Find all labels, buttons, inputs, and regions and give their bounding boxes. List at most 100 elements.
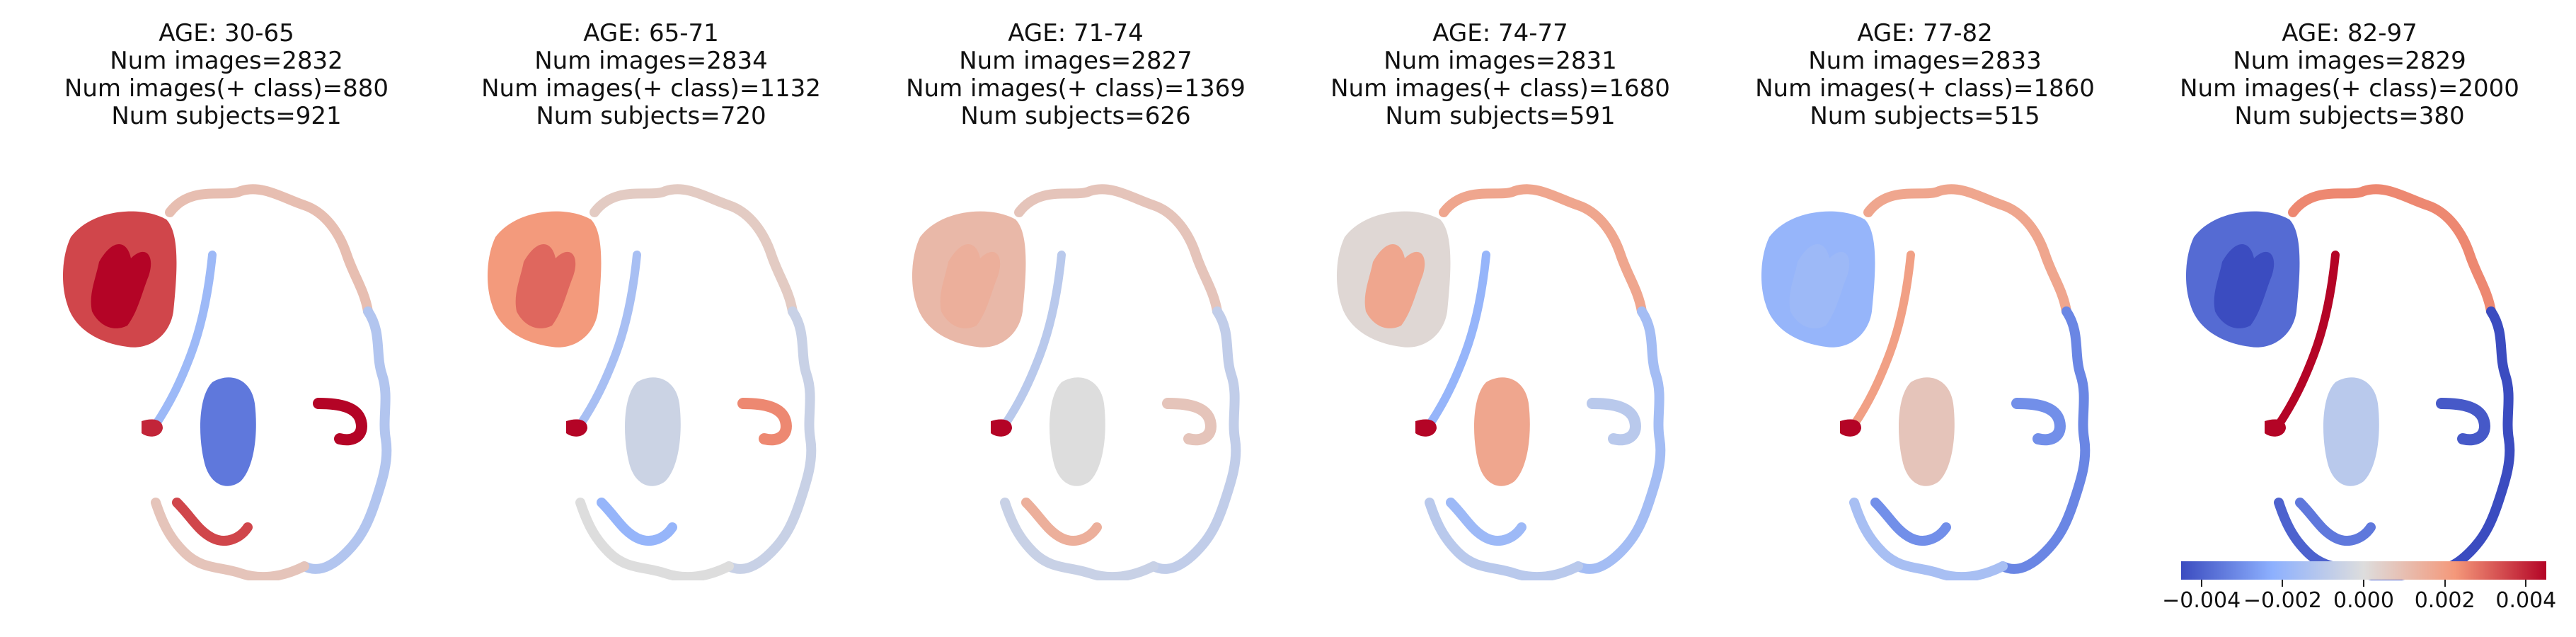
panel-title: AGE: 65-71 Num images=2834 Num images(+ cl… <box>439 20 863 130</box>
panel-title-age: AGE: 65-71 <box>583 19 719 47</box>
panel-title: AGE: 71-74 Num images=2827 Num images(+ cl… <box>863 20 1288 130</box>
age-panel: AGE: 74-77 Num images=2831 Num images(+ cl… <box>1288 0 1713 580</box>
region-lower-left-strip <box>1021 498 1102 546</box>
panel-title-age: AGE: 74-77 <box>1432 19 1568 47</box>
region-central-mass <box>1050 377 1105 486</box>
panel-title: AGE: 77-82 Num images=2833 Num images(+ cl… <box>1713 20 2137 130</box>
region-right-temporal-hook <box>313 398 367 446</box>
region-lower-left-strip <box>1870 498 1951 546</box>
panel-title: AGE: 82-97 Num images=2829 Num images(+ cl… <box>2137 20 2562 130</box>
region-cortex-bottom <box>1000 498 1158 580</box>
region-left-hippo-core <box>940 244 1001 328</box>
colorbar-tick-label: 0.000 <box>2333 588 2394 613</box>
panel-title-age: AGE: 30-65 <box>159 19 294 47</box>
region-right-temporal-hook <box>1162 398 1217 446</box>
region-cortex-bottom <box>151 498 309 580</box>
region-right-temporal-hook <box>2011 398 2066 446</box>
brain-map <box>2185 184 2515 580</box>
region-central-mass <box>200 377 256 486</box>
panel-title-num-images: Num images=2832 <box>110 47 343 75</box>
brain-map <box>1761 184 2091 580</box>
region-cortex-top <box>1439 184 1647 316</box>
region-small-left <box>991 419 1012 437</box>
brain-map <box>912 184 1241 580</box>
region-right-temporal-hook <box>2436 398 2490 446</box>
region-cortex-top <box>1014 184 1222 316</box>
panel-title-num-images: Num images=2833 <box>1808 47 2042 75</box>
panel-title-num-subjects: Num subjects=626 <box>960 102 1191 130</box>
region-central-mass <box>1474 377 1530 486</box>
age-panel: AGE: 65-71 Num images=2834 Num images(+ cl… <box>439 0 863 580</box>
panel-title-age: AGE: 77-82 <box>1857 19 1993 47</box>
region-cortex-top <box>1863 184 2071 316</box>
panel-title-num-subjects: Num subjects=515 <box>1810 102 2040 130</box>
region-small-left <box>1840 419 1861 437</box>
region-cortex-bottom <box>1849 498 2008 580</box>
panel-title-num-subjects: Num subjects=591 <box>1385 102 1616 130</box>
panel-title-num-images-pos: Num images(+ class)=1132 <box>481 74 821 103</box>
brain-map <box>1336 184 1666 580</box>
region-left-hippo-core <box>2214 244 2275 328</box>
panel-title-num-images: Num images=2829 <box>2233 47 2466 75</box>
region-cortex-right <box>724 306 817 574</box>
panel-title-num-subjects: Num subjects=921 <box>111 102 342 130</box>
region-lower-left-strip <box>597 498 677 546</box>
region-insula <box>1850 251 1915 429</box>
colorbar-tick <box>2200 580 2202 587</box>
region-cortex-right <box>299 306 392 574</box>
panel-title-num-images-pos: Num images(+ class)=880 <box>64 74 389 103</box>
region-left-hippo-core <box>1789 244 1850 328</box>
colorbar-tick-label: 0.004 <box>2495 588 2557 613</box>
region-small-left <box>2265 419 2286 437</box>
region-left-hippo-core <box>91 244 151 328</box>
panel-title-num-images: Num images=2834 <box>534 47 768 75</box>
region-cortex-right <box>1149 306 1241 574</box>
panel-title-age: AGE: 82-97 <box>2282 19 2417 47</box>
region-lower-left-strip <box>172 498 253 546</box>
region-left-hippo-core <box>515 244 576 328</box>
region-insula <box>1425 251 1490 429</box>
region-cortex-top <box>590 184 798 316</box>
age-panel: AGE: 82-97 Num images=2829 Num images(+ cl… <box>2137 0 2562 580</box>
region-cortex-right <box>1998 306 2091 574</box>
region-insula <box>2275 251 2340 429</box>
region-cortex-bottom <box>1425 498 1583 580</box>
region-cortex-right <box>1573 306 1666 574</box>
panel-title: AGE: 74-77 Num images=2831 Num images(+ cl… <box>1288 20 1713 130</box>
region-small-left <box>566 419 587 437</box>
brain-map <box>62 184 392 580</box>
region-cortex-right <box>2422 306 2515 574</box>
panel-title-num-images: Num images=2827 <box>959 47 1192 75</box>
region-insula <box>1001 251 1066 429</box>
colorbar-tick-label: −0.004 <box>2162 588 2241 613</box>
panel-title-num-images-pos: Num images(+ class)=1860 <box>1755 74 2095 103</box>
age-panel: AGE: 77-82 Num images=2833 Num images(+ cl… <box>1713 0 2137 580</box>
colorbar-tick <box>2282 580 2284 587</box>
region-insula <box>576 251 641 429</box>
colorbar-tick <box>2363 580 2364 587</box>
panel-title: AGE: 30-65 Num images=2832 Num images(+ cl… <box>14 20 439 130</box>
panel-title-num-subjects: Num subjects=720 <box>536 102 766 130</box>
panel-title-num-images-pos: Num images(+ class)=2000 <box>2180 74 2519 103</box>
panel-title-num-subjects: Num subjects=380 <box>2234 102 2465 130</box>
region-central-mass <box>625 377 681 486</box>
region-insula <box>151 251 217 429</box>
colorbar-tick-label: 0.002 <box>2414 588 2476 613</box>
region-right-temporal-hook <box>1587 398 1641 446</box>
panel-title-age: AGE: 71-74 <box>1008 19 1144 47</box>
colorbar-tick <box>2525 580 2527 587</box>
region-cortex-bottom <box>575 498 734 580</box>
region-lower-left-strip <box>2295 498 2376 546</box>
region-central-mass <box>2323 377 2379 486</box>
region-cortex-top <box>165 184 373 316</box>
panel-title-num-images: Num images=2831 <box>1384 47 1617 75</box>
region-small-left <box>1415 419 1437 437</box>
region-small-left <box>142 419 163 437</box>
age-panel: AGE: 71-74 Num images=2827 Num images(+ cl… <box>863 0 1288 580</box>
age-panel: AGE: 30-65 Num images=2832 Num images(+ cl… <box>14 0 439 580</box>
panel-title-num-images-pos: Num images(+ class)=1369 <box>906 74 1246 103</box>
brain-map <box>487 184 817 580</box>
region-cortex-top <box>2288 184 2496 316</box>
region-right-temporal-hook <box>737 398 792 446</box>
colorbar-tick-label: −0.002 <box>2243 588 2322 613</box>
